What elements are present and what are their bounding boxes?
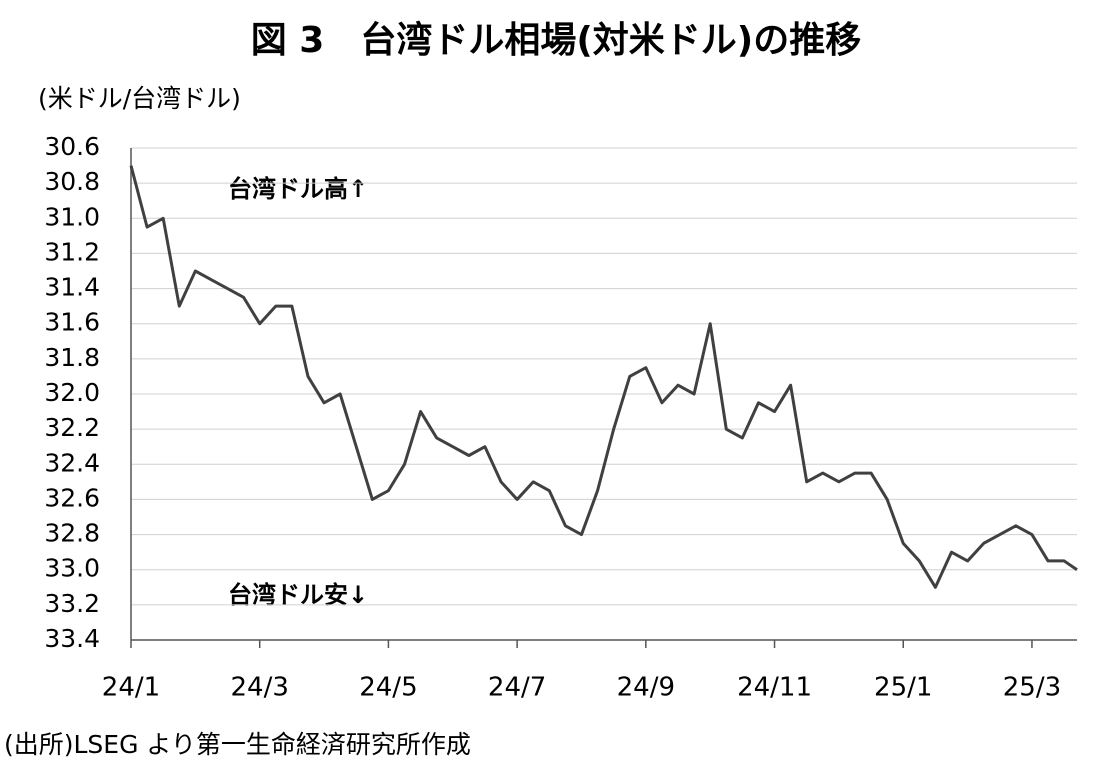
annotation: 台湾ドル安↓ (228, 581, 368, 609)
x-tick-label: 24/9 (617, 673, 675, 703)
y-tick-label: 33.2 (44, 589, 100, 618)
source-note: (出所)LSEG より第一生命経済研究所作成 (4, 730, 471, 759)
y-tick-label: 30.6 (44, 132, 100, 161)
y-tick-label: 32.6 (44, 483, 100, 512)
x-tick-label: 24/11 (737, 673, 812, 703)
y-tick-label: 31.2 (44, 237, 100, 266)
x-tick-label: 25/1 (874, 673, 932, 703)
y-tick-label: 31.8 (44, 343, 100, 372)
x-tick-label: 24/3 (231, 673, 289, 703)
chart-title: 図 3 台湾ドル相場(対米ドル)の推移 (251, 19, 862, 61)
y-tick-label: 33.0 (44, 554, 100, 583)
y-tick-label: 33.4 (44, 624, 100, 653)
x-tick-label: 24/5 (359, 673, 417, 703)
y-tick-label: 32.8 (44, 519, 100, 548)
annotation: 台湾ドル高↑ (228, 175, 368, 203)
x-tick-label: 24/1 (102, 673, 160, 703)
x-tick-label: 24/7 (488, 673, 546, 703)
y-axis-label: (米ドル/台湾ドル) (38, 84, 241, 113)
x-tick-label: 25/3 (1003, 673, 1061, 703)
y-tick-label: 32.2 (44, 413, 100, 442)
y-tick-label: 31.0 (44, 202, 100, 231)
y-tick-label: 31.4 (44, 273, 100, 302)
y-tick-label: 31.6 (44, 308, 100, 337)
y-tick-label: 32.0 (44, 378, 100, 407)
y-tick-label: 30.8 (44, 167, 100, 196)
line-series (129, 165, 1078, 589)
y-tick-label: 32.4 (44, 448, 100, 477)
